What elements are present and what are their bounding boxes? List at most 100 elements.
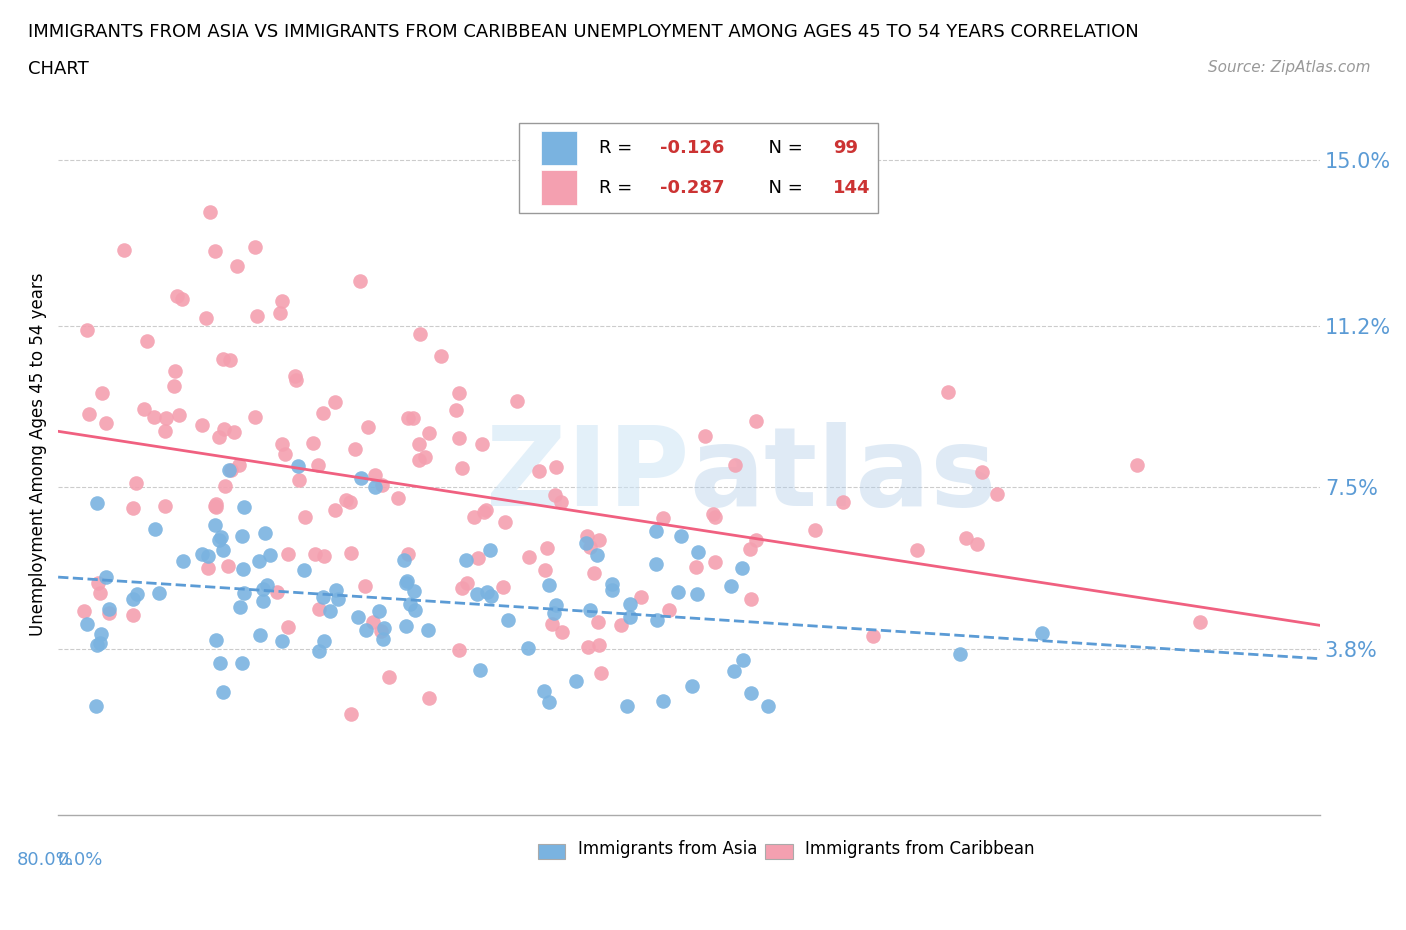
Point [533, 563, 555, 578]
Point [938, 385, 960, 400]
Point [479, 588, 502, 603]
Point [76, 323, 98, 338]
Point [740, 592, 762, 607]
Point [204, 243, 226, 258]
Point [79, 406, 101, 421]
Point [669, 528, 692, 543]
Point [307, 458, 329, 472]
Point [349, 273, 371, 288]
Point [685, 560, 707, 575]
Point [153, 423, 176, 438]
Point [392, 552, 415, 567]
Point [702, 507, 724, 522]
Point [209, 529, 232, 544]
Point [197, 549, 219, 564]
Point [652, 511, 675, 525]
Point [704, 554, 727, 569]
Point [373, 620, 395, 635]
Point [756, 698, 779, 713]
Point [231, 528, 253, 543]
Point [744, 413, 766, 428]
Point [551, 625, 574, 640]
Point [96, 416, 118, 431]
Point [576, 528, 599, 543]
Point [94, 569, 117, 584]
Point [204, 497, 226, 512]
Point [326, 591, 349, 606]
Point [600, 583, 623, 598]
Point [467, 551, 489, 565]
Point [269, 305, 291, 320]
Text: IMMIGRANTS FROM ASIA VS IMMIGRANTS FROM CARIBBEAN UNEMPLOYMENT AMONG AGES 45 TO : IMMIGRANTS FROM ASIA VS IMMIGRANTS FROM … [28, 23, 1139, 41]
Point [478, 542, 501, 557]
Point [723, 664, 745, 679]
Point [219, 463, 242, 478]
Point [738, 541, 761, 556]
Point [804, 523, 827, 538]
Point [204, 499, 226, 514]
Bar [765, 844, 793, 859]
Point [339, 706, 361, 721]
Point [249, 628, 271, 643]
Point [90, 627, 112, 642]
Point [832, 495, 855, 510]
Point [585, 548, 607, 563]
Point [312, 590, 335, 604]
Point [1031, 626, 1053, 641]
Point [449, 430, 471, 445]
Point [76, 617, 98, 631]
Point [449, 643, 471, 658]
Point [343, 442, 366, 457]
Point [418, 426, 440, 441]
Point [724, 458, 747, 472]
Point [361, 615, 384, 630]
Point [292, 563, 315, 578]
Point [195, 311, 218, 325]
Point [134, 402, 156, 417]
Point [371, 631, 394, 646]
Point [212, 352, 235, 366]
Point [312, 405, 335, 420]
Point [245, 240, 267, 255]
Point [232, 562, 254, 577]
Point [350, 470, 373, 485]
Point [214, 421, 236, 436]
Point [252, 581, 274, 596]
Point [124, 476, 146, 491]
Point [446, 403, 468, 418]
Point [740, 686, 762, 701]
Point [447, 386, 470, 401]
FancyBboxPatch shape [519, 123, 879, 213]
Text: atlas: atlas [689, 422, 997, 529]
Point [616, 698, 638, 713]
Point [537, 695, 560, 710]
Point [517, 550, 540, 565]
Point [90, 386, 112, 401]
Point [270, 436, 292, 451]
Point [527, 464, 550, 479]
Point [89, 635, 111, 650]
Point [277, 619, 299, 634]
Point [600, 577, 623, 591]
Text: N =: N = [758, 140, 808, 157]
Point [285, 373, 308, 388]
Point [172, 553, 194, 568]
Point [537, 578, 560, 592]
Text: 0.0%: 0.0% [58, 851, 104, 869]
Point [172, 291, 194, 306]
Point [204, 518, 226, 533]
Point [226, 259, 249, 273]
Point [207, 533, 229, 548]
Point [396, 411, 419, 426]
Point [209, 656, 232, 671]
Point [955, 531, 977, 546]
Point [353, 578, 375, 593]
Point [143, 522, 166, 537]
Point [357, 419, 380, 434]
Point [247, 553, 270, 568]
Point [546, 598, 568, 613]
Point [575, 536, 598, 551]
Point [271, 634, 294, 649]
Point [97, 605, 120, 620]
Point [492, 579, 515, 594]
